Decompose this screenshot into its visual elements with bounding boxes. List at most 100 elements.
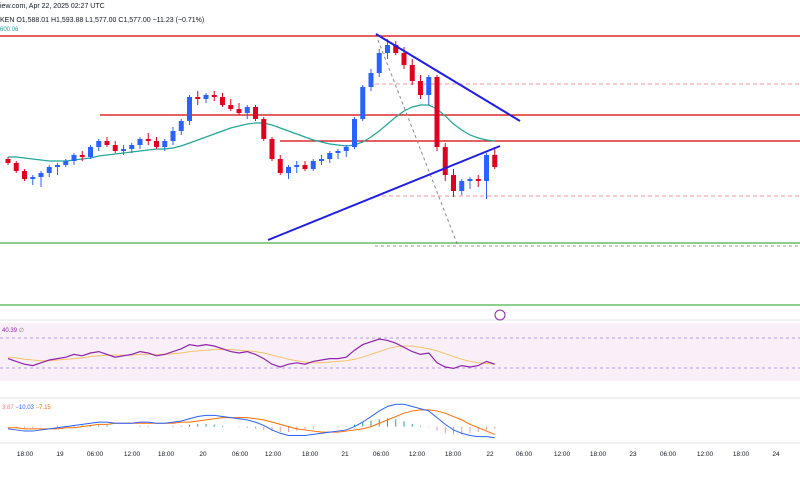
time-axis-label: 18:00 [17, 451, 34, 458]
candle-body [286, 167, 291, 173]
candle-body [112, 145, 118, 151]
candle-body [88, 147, 93, 157]
candle-body [79, 155, 85, 157]
candle-body [96, 141, 102, 147]
candle-body [203, 95, 209, 99]
macd-signal-line [8, 409, 495, 435]
candle-body [178, 121, 184, 131]
time-axis-label: 23 [629, 451, 637, 458]
chart-header: iew.com, Apr 22, 2025 02:27 UTC [0, 3, 105, 10]
time-axis-label: 12:00 [697, 451, 714, 458]
time-axis-label: 12:00 [265, 451, 282, 458]
time-axis-label: 22 [486, 451, 494, 458]
macd-hist-value: 3.87 [2, 405, 14, 411]
rising-trend-line [267, 145, 501, 241]
time-axis-label: 18:00 [445, 451, 462, 458]
candle-body [30, 177, 36, 179]
candle-body [459, 181, 465, 191]
time-axis-label: 18:00 [733, 451, 750, 458]
rsi-line [7, 338, 495, 370]
time-axis-label: 12:00 [124, 451, 141, 458]
macd-label: 3.87 −10.03 −7.15 [2, 405, 51, 411]
ohlc-values: O1,588.01 H1,593.88 L1,577.00 C1,577.00 … [16, 17, 205, 24]
candle-body [310, 161, 316, 169]
candle-body [327, 153, 333, 159]
candle-body [294, 165, 300, 167]
candle-body [261, 119, 267, 139]
candle-body [22, 171, 27, 179]
candle-body [302, 165, 308, 169]
moving-average-line [8, 104, 495, 162]
candle-body [162, 141, 168, 147]
candle-body [484, 155, 489, 181]
falling-trend-line [375, 33, 521, 122]
time-axis-label: 18:00 [590, 451, 607, 458]
candle-body [376, 53, 382, 73]
candle-body [121, 149, 126, 151]
candle-body [46, 167, 52, 173]
ma-value-label: 600.06 [0, 27, 19, 33]
candle-body [170, 131, 176, 141]
macd-signal-value: −7.15 [35, 405, 51, 411]
candle-body [228, 105, 234, 109]
time-axis-label: 19 [56, 451, 64, 458]
ohlc-readout: KEN O1,588.01 H1,593.88 L1,577.00 C1,577… [0, 17, 204, 24]
macd-line [7, 403, 495, 439]
time-axis-label: 18:00 [302, 451, 319, 458]
rsi-sma-value: ∅ [18, 328, 24, 334]
time-axis-label: 06:00 [516, 451, 533, 458]
candle-body [401, 53, 407, 65]
candle-body [492, 155, 498, 167]
time-axis-label: 06:00 [87, 451, 104, 458]
candle-body [385, 45, 390, 53]
time-axis-label: 24 [772, 451, 780, 458]
candle-body [467, 179, 473, 181]
time-axis-label: 12:00 [554, 451, 571, 458]
time-axis-label: 20 [199, 451, 207, 458]
candle-body [442, 147, 448, 175]
replay-icon [494, 309, 506, 321]
rsi-label: 40.39 ∅ [2, 327, 24, 334]
candle-body [220, 97, 225, 105]
candle-body [38, 173, 44, 177]
candle-body [409, 65, 415, 81]
candle-body [71, 155, 77, 161]
candle-body [319, 159, 324, 161]
candle-body [475, 179, 481, 181]
candle-body [343, 147, 349, 151]
symbol-label: KEN [0, 17, 15, 24]
time-axis-label: 21 [341, 451, 349, 458]
time-axis-label: 06:00 [232, 451, 249, 458]
candle-body [451, 175, 456, 191]
candle-body [104, 141, 110, 145]
candle-body [368, 73, 374, 87]
candle-body [236, 109, 242, 113]
candle-body [426, 77, 432, 95]
candle-body [63, 161, 69, 165]
candle-body [393, 45, 399, 53]
time-axis-label: 18:00 [158, 451, 175, 458]
candle-body [13, 163, 19, 171]
candle-body [352, 119, 357, 147]
candle-body [277, 159, 283, 173]
candle-body [244, 107, 250, 113]
candle-body [137, 139, 143, 145]
candle-body [5, 159, 11, 163]
candle-body [145, 139, 151, 141]
rsi-band [0, 323, 800, 381]
candle-body [335, 151, 341, 153]
candle-body [195, 97, 201, 99]
rsi-ma-line [7, 345, 495, 365]
candle-body [154, 141, 159, 147]
rsi-value: 40.39 [2, 328, 18, 334]
candle-body [360, 87, 366, 119]
candle-body [129, 145, 135, 149]
macd-value: −10.03 [15, 405, 34, 411]
time-axis-label: 06:00 [373, 451, 390, 458]
candle-body [418, 81, 423, 95]
time-axis-label: 06:00 [660, 451, 677, 458]
candle-body [55, 165, 60, 167]
candle-body [253, 107, 258, 119]
candle-body [434, 77, 440, 147]
